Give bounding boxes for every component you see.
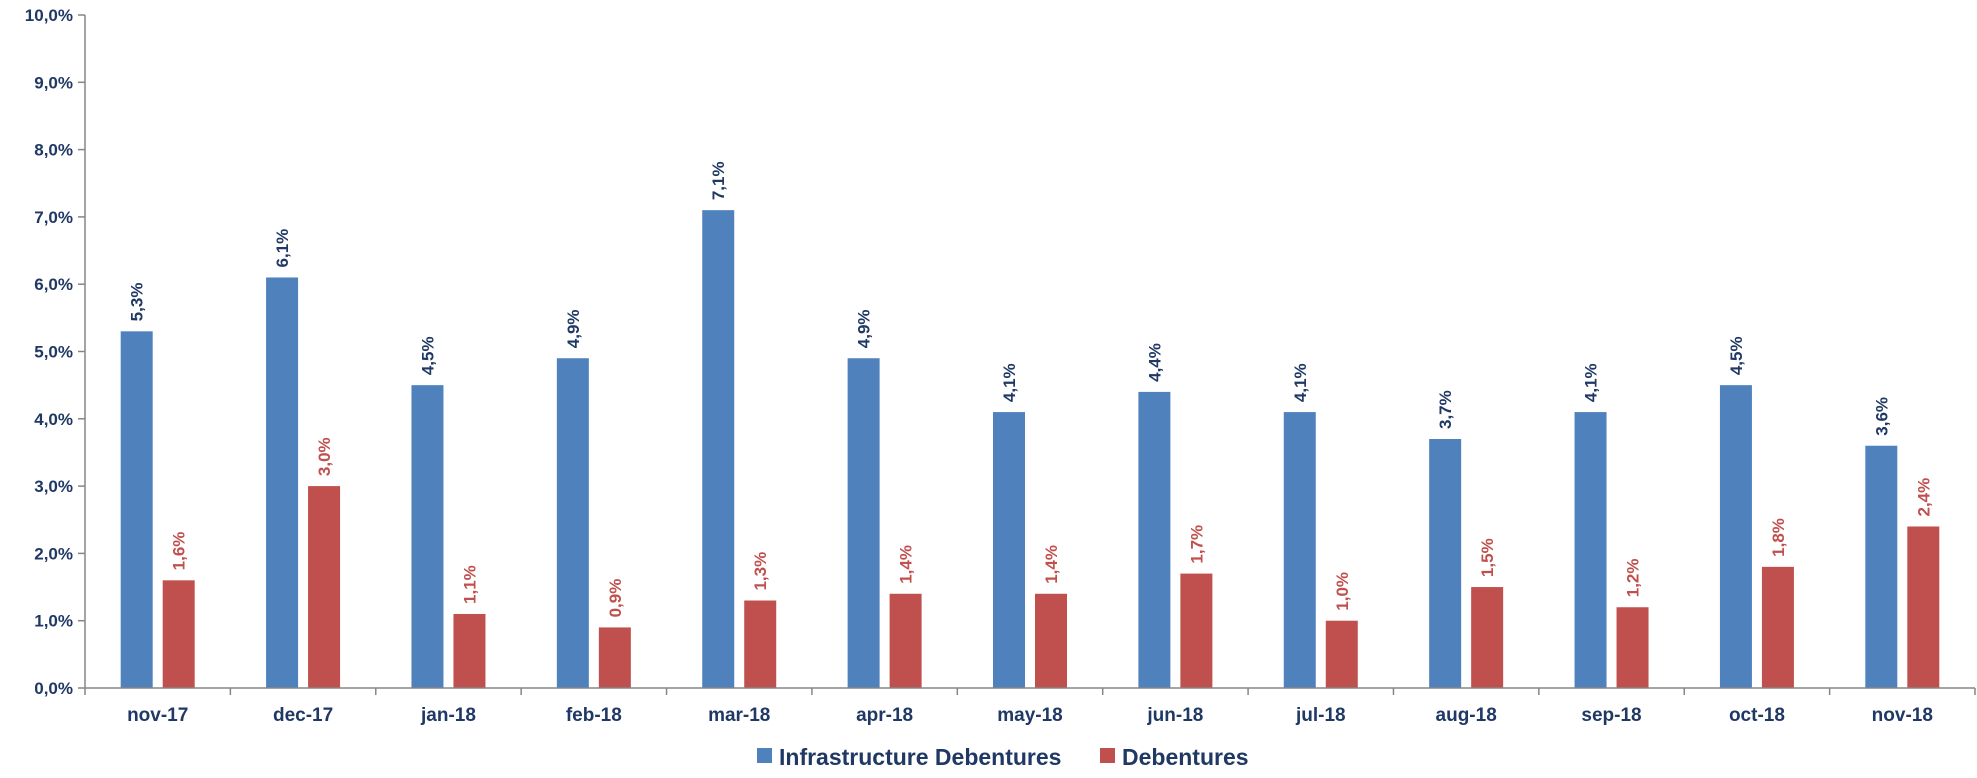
data-label: 1,4% — [1042, 545, 1061, 584]
y-axis-ticks: 0,0% 1,0% 2,0% 3,0% 4,0% 5,0% 6,0% 7,0% 8,0% 9,0%… — [25, 6, 85, 698]
bar-infrastructure-debentures — [411, 385, 444, 688]
x-tick-label: sep-18 — [1581, 705, 1641, 726]
bar-infrastructure-debentures — [266, 277, 299, 688]
x-axis-ticks: nov-17 dec-17 jan-18 feb-18 mar-18 apr-18 may-… — [84, 688, 1976, 726]
data-label: 4,1% — [1291, 363, 1310, 402]
data-label: 7,1% — [709, 161, 728, 200]
legend: Infrastructure Debentures Debentures — [757, 744, 1249, 770]
data-label: 4,1% — [1000, 363, 1019, 402]
bar-debentures — [453, 613, 486, 688]
y-tick-label: 9,0% — [34, 73, 73, 92]
data-label: 0,9% — [606, 579, 625, 618]
bar-infrastructure-debentures — [556, 358, 589, 688]
y-tick-label: 1,0% — [34, 612, 73, 631]
bar-debentures — [744, 600, 777, 688]
x-tick-label: feb-18 — [566, 705, 622, 726]
bar-debentures — [162, 580, 195, 688]
data-label: 1,3% — [751, 552, 770, 591]
data-label: 1,2% — [1624, 558, 1643, 597]
data-label: 5,3% — [128, 283, 147, 322]
y-tick-label: 5,0% — [34, 343, 73, 362]
bar-debentures — [1761, 566, 1794, 688]
bar-debentures — [598, 627, 631, 688]
data-label: 3,6% — [1872, 397, 1891, 436]
y-tick-label: 10,0% — [25, 6, 73, 25]
data-label: 2,4% — [1914, 478, 1933, 517]
bar-debentures — [1325, 620, 1358, 688]
bar-debentures — [1616, 607, 1649, 688]
data-label: 1,5% — [1478, 538, 1497, 577]
data-label: 1,0% — [1333, 572, 1352, 611]
y-tick-label: 8,0% — [34, 141, 73, 160]
bar-debentures — [308, 486, 341, 688]
bar-infrastructure-debentures — [847, 358, 880, 688]
data-label: 1,8% — [1769, 518, 1788, 557]
y-tick-label: 4,0% — [34, 410, 73, 429]
y-tick-label: 0,0% — [34, 679, 73, 698]
data-label: 4,9% — [564, 309, 583, 348]
data-label: 4,9% — [855, 309, 874, 348]
bar-infrastructure-debentures — [993, 412, 1025, 688]
data-label: 1,4% — [897, 545, 916, 584]
x-tick-label: mar-18 — [708, 705, 770, 726]
x-tick-label: jun-18 — [1146, 705, 1203, 726]
bar-debentures — [1907, 526, 1940, 688]
bar-debentures — [1035, 593, 1067, 688]
bar-debentures — [889, 593, 922, 688]
data-label: 4,5% — [1727, 336, 1746, 375]
bars — [120, 210, 1940, 689]
data-label: 4,5% — [418, 336, 437, 375]
y-tick-label: 6,0% — [34, 275, 73, 294]
data-label: 1,6% — [170, 532, 189, 571]
y-tick-label: 2,0% — [34, 544, 73, 563]
value-labels: 5,3% 1,6% 6,1% 3,0% 4,5% 1,1% 4,9% 0,9% 7,1% 1,3%… — [128, 161, 1934, 617]
legend-swatch — [757, 748, 772, 763]
data-label: 3,7% — [1436, 390, 1455, 429]
x-tick-label: jul-18 — [1295, 705, 1346, 726]
bar-debentures — [1471, 587, 1504, 688]
legend-label: Infrastructure Debentures — [779, 744, 1061, 770]
legend-label: Debentures — [1122, 744, 1249, 770]
bar-infrastructure-debentures — [702, 210, 735, 689]
x-tick-label: dec-17 — [273, 705, 333, 726]
x-tick-label: oct-18 — [1729, 705, 1785, 726]
bar-infrastructure-debentures — [1719, 385, 1752, 688]
y-tick-label: 7,0% — [34, 208, 73, 227]
bar-infrastructure-debentures — [1429, 438, 1462, 688]
data-label: 4,1% — [1582, 363, 1601, 402]
data-label: 3,0% — [315, 437, 334, 476]
x-tick-label: may-18 — [997, 705, 1063, 726]
data-label: 6,1% — [273, 229, 292, 268]
data-label: 1,1% — [460, 565, 479, 604]
axes — [84, 15, 1975, 689]
x-tick-label: aug-18 — [1436, 705, 1497, 726]
bar-infrastructure-debentures — [1865, 445, 1898, 688]
x-tick-label: nov-17 — [127, 705, 188, 726]
legend-swatch — [1100, 748, 1115, 763]
x-tick-label: nov-18 — [1872, 705, 1933, 726]
y-tick-label: 3,0% — [34, 477, 73, 496]
bar-infrastructure-debentures — [1138, 391, 1171, 688]
x-tick-label: apr-18 — [856, 705, 913, 726]
data-label: 1,7% — [1187, 525, 1206, 564]
bar-infrastructure-debentures — [1574, 412, 1607, 688]
bar-debentures — [1180, 573, 1213, 688]
data-label: 4,4% — [1145, 343, 1164, 382]
x-tick-label: jan-18 — [420, 705, 476, 726]
bar-infrastructure-debentures — [1283, 412, 1316, 688]
bar-infrastructure-debentures — [120, 331, 153, 688]
